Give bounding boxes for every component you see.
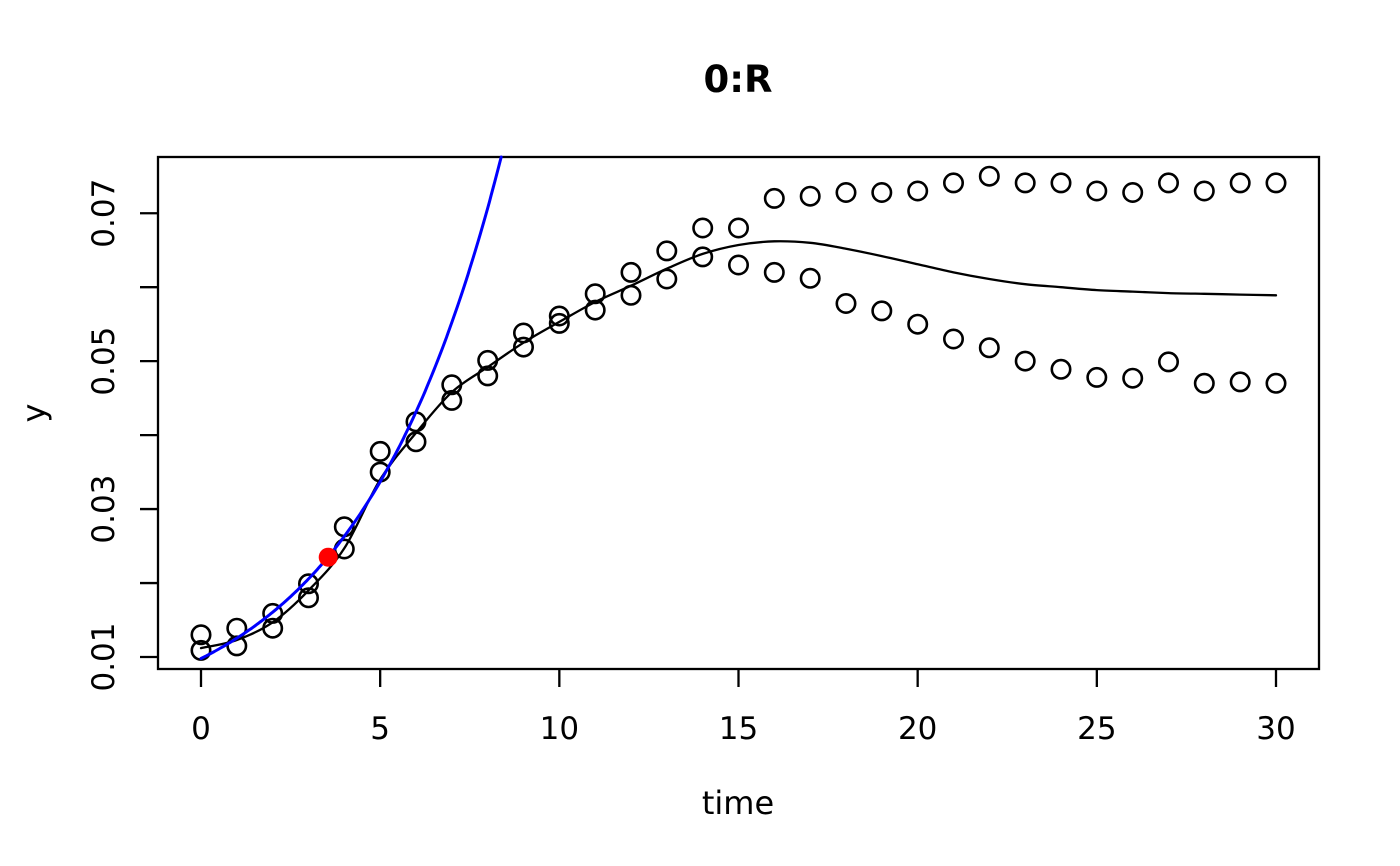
data-point-circle (1050, 358, 1072, 380)
data-point-circle (1122, 367, 1144, 389)
data-point-circle (942, 172, 964, 194)
data-point-circle (692, 217, 714, 239)
data-point-circle (1193, 372, 1215, 394)
data-point-circle (907, 180, 929, 202)
data-point-circle (1086, 366, 1108, 388)
data-point-circle (297, 573, 319, 595)
y-axis-label: y (15, 404, 53, 423)
data-point-circle (297, 587, 319, 609)
data-point-circle (978, 337, 1000, 359)
x-tick-label: 15 (719, 711, 758, 747)
x-tick-label: 25 (1077, 711, 1116, 747)
data-point-circle (763, 187, 785, 209)
data-point-circle (548, 312, 570, 334)
x-tick-label: 10 (540, 711, 579, 747)
data-point-circle (727, 217, 749, 239)
axes: 0 5 10 15 20 25 30 0.01 0.03 0.05 0.07 (86, 155, 1321, 747)
plot-title: 0:R (703, 58, 772, 101)
data-point-circle (727, 254, 749, 276)
data-point-circle (978, 165, 1000, 187)
data-point-circle (190, 624, 212, 646)
y-tick-label: 0.07 (86, 179, 122, 248)
data-point-circle (1086, 180, 1108, 202)
model-curve (199, 240, 1278, 650)
data-point-circle (799, 267, 821, 289)
data-point-circle (871, 300, 893, 322)
x-tick-label: 30 (1256, 711, 1295, 747)
exponential-curve (199, 155, 503, 660)
y-tick-label: 0.03 (86, 475, 122, 544)
data-point-circle (1122, 182, 1144, 204)
data-point-circle (763, 261, 785, 283)
data-point-circle (1265, 172, 1287, 194)
data-point-circle (1158, 172, 1180, 194)
data-point-circle (1050, 172, 1072, 194)
data-point-circle (1229, 172, 1251, 194)
x-tick-label: 0 (191, 711, 211, 747)
data-point-circle (1014, 350, 1036, 372)
x-tick-label: 20 (898, 711, 937, 747)
data-point-circle (942, 328, 964, 350)
data-point-circle (620, 261, 642, 283)
y-tick-label: 0.05 (86, 327, 122, 396)
data-point-circle (1014, 172, 1036, 194)
data-point-circle (369, 440, 391, 462)
data-point-circle (1265, 372, 1287, 394)
data-point-circle (656, 240, 678, 262)
data-series (190, 155, 1287, 661)
x-tick-label: 5 (370, 711, 390, 747)
data-point-circle (799, 185, 821, 207)
data-point-circle (871, 182, 893, 204)
plot-frame (156, 155, 1321, 671)
data-point-circle (835, 182, 857, 204)
data-point-circle (1193, 180, 1215, 202)
data-point-circle (1158, 351, 1180, 373)
x-axis-label: time (702, 784, 774, 822)
data-point-circle (835, 292, 857, 314)
data-point-circle (907, 313, 929, 335)
data-point-circle (512, 336, 534, 358)
y-tick-label: 0.01 (86, 622, 122, 691)
highlight-point-marker (318, 547, 338, 567)
data-point-circle (1229, 371, 1251, 393)
